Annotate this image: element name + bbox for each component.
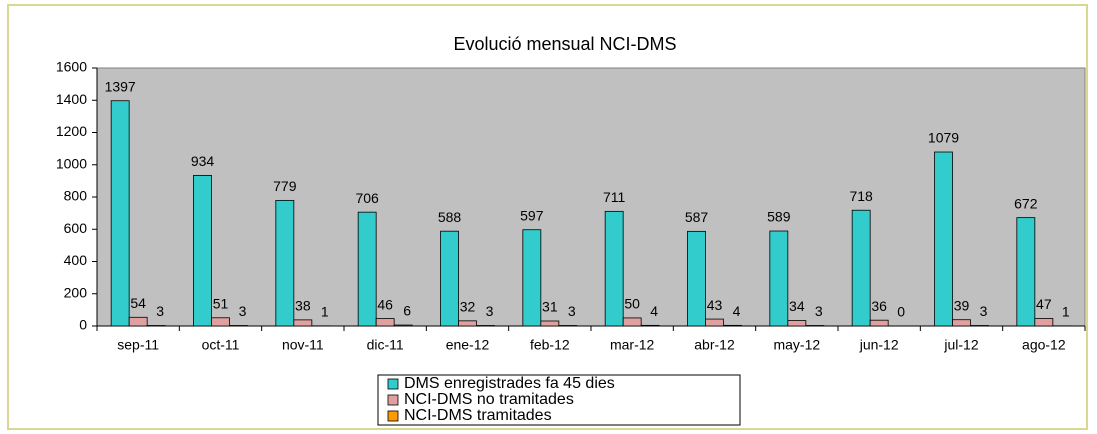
bar xyxy=(211,317,230,327)
bar xyxy=(952,319,971,327)
data-label: 0 xyxy=(897,304,905,320)
data-label: 587 xyxy=(685,209,709,225)
bar xyxy=(640,324,660,327)
data-label: 6 xyxy=(403,303,411,319)
x-tick-label: mar-12 xyxy=(610,337,655,353)
bar xyxy=(458,320,477,327)
data-label: 711 xyxy=(603,189,626,205)
x-tick-label: abr-12 xyxy=(694,337,735,353)
legend-label: NCI-DMS tramitades xyxy=(404,407,552,424)
y-tick-label: 600 xyxy=(64,220,88,236)
data-label: 34 xyxy=(789,298,805,314)
data-label: 589 xyxy=(767,209,791,225)
y-tick-label: 1200 xyxy=(56,123,87,139)
bar xyxy=(440,230,459,327)
bar xyxy=(393,324,413,327)
data-label: 1 xyxy=(1062,304,1070,320)
legend-label: NCI-DMS no tramitades xyxy=(404,391,574,408)
bar xyxy=(851,209,871,327)
legend-box xyxy=(377,374,741,426)
x-tick-label: nov-11 xyxy=(282,337,324,353)
x-tick-label: jun-12 xyxy=(859,337,899,353)
bar xyxy=(622,317,642,327)
bar xyxy=(128,316,148,327)
data-label: 3 xyxy=(980,303,988,319)
y-tick-label: 400 xyxy=(64,252,88,268)
legend-swatch xyxy=(387,410,399,422)
data-label: 4 xyxy=(650,303,658,319)
x-tick-label: oct-11 xyxy=(202,337,240,353)
data-label: 51 xyxy=(213,295,229,311)
chart-title: Evolució mensual NCI-DMS xyxy=(453,34,676,54)
bar xyxy=(522,229,542,327)
bar xyxy=(769,230,789,327)
data-label: 3 xyxy=(486,303,494,319)
bar xyxy=(357,211,377,327)
data-label: 3 xyxy=(239,303,247,319)
bar xyxy=(1034,318,1054,327)
data-label: 32 xyxy=(460,299,476,315)
data-label: 3 xyxy=(568,303,576,319)
bar xyxy=(604,210,624,327)
x-tick-label: ago-12 xyxy=(1022,337,1066,353)
y-tick-label: 800 xyxy=(64,188,88,204)
y-tick-label: 0 xyxy=(79,317,87,333)
bar xyxy=(193,174,212,327)
data-label: 36 xyxy=(871,298,887,314)
data-label: 779 xyxy=(273,178,297,194)
data-label: 706 xyxy=(355,190,379,206)
x-tick-label: ene-12 xyxy=(446,337,490,353)
x-tick-label: feb-12 xyxy=(530,337,570,353)
bar xyxy=(293,319,313,327)
bar xyxy=(275,199,295,327)
legend-label: DMS enregistrades fa 45 dies xyxy=(404,375,615,392)
data-label: 39 xyxy=(954,297,970,313)
data-label: 1397 xyxy=(105,78,136,94)
y-tick-label: 1000 xyxy=(56,155,87,171)
legend-swatch xyxy=(387,394,399,406)
data-label: 46 xyxy=(377,296,393,312)
data-label: 50 xyxy=(624,296,640,312)
bar xyxy=(687,230,706,327)
data-label: 1 xyxy=(321,304,329,320)
bar xyxy=(110,100,130,327)
bar xyxy=(787,320,807,327)
data-label: 3 xyxy=(815,303,823,319)
bar xyxy=(1016,217,1036,327)
bar xyxy=(540,320,560,327)
x-tick-label: jul-12 xyxy=(943,337,978,353)
data-label: 718 xyxy=(849,188,873,204)
legend-swatch xyxy=(387,378,399,390)
data-label: 3 xyxy=(156,303,164,319)
data-label: 934 xyxy=(191,153,215,169)
x-tick-label: sep-11 xyxy=(117,337,159,353)
plot-area xyxy=(96,67,1086,327)
bar xyxy=(934,151,953,327)
data-label: 43 xyxy=(707,297,723,313)
data-label: 47 xyxy=(1036,296,1052,312)
bar xyxy=(869,319,889,327)
data-label: 1079 xyxy=(928,130,959,146)
bar xyxy=(375,318,395,327)
x-tick-label: dic-11 xyxy=(367,337,404,353)
bar xyxy=(723,324,742,327)
data-label: 672 xyxy=(1014,195,1038,211)
data-label: 54 xyxy=(130,295,146,311)
data-label: 4 xyxy=(733,303,741,319)
y-tick-label: 1400 xyxy=(56,91,87,107)
data-label: 588 xyxy=(438,209,462,225)
y-tick-label: 200 xyxy=(64,284,88,300)
data-label: 38 xyxy=(295,298,311,314)
y-tick-label: 1600 xyxy=(56,59,87,75)
data-label: 31 xyxy=(542,299,558,315)
x-tick-label: may-12 xyxy=(773,337,820,353)
bar xyxy=(705,318,724,327)
data-label: 597 xyxy=(520,207,544,223)
